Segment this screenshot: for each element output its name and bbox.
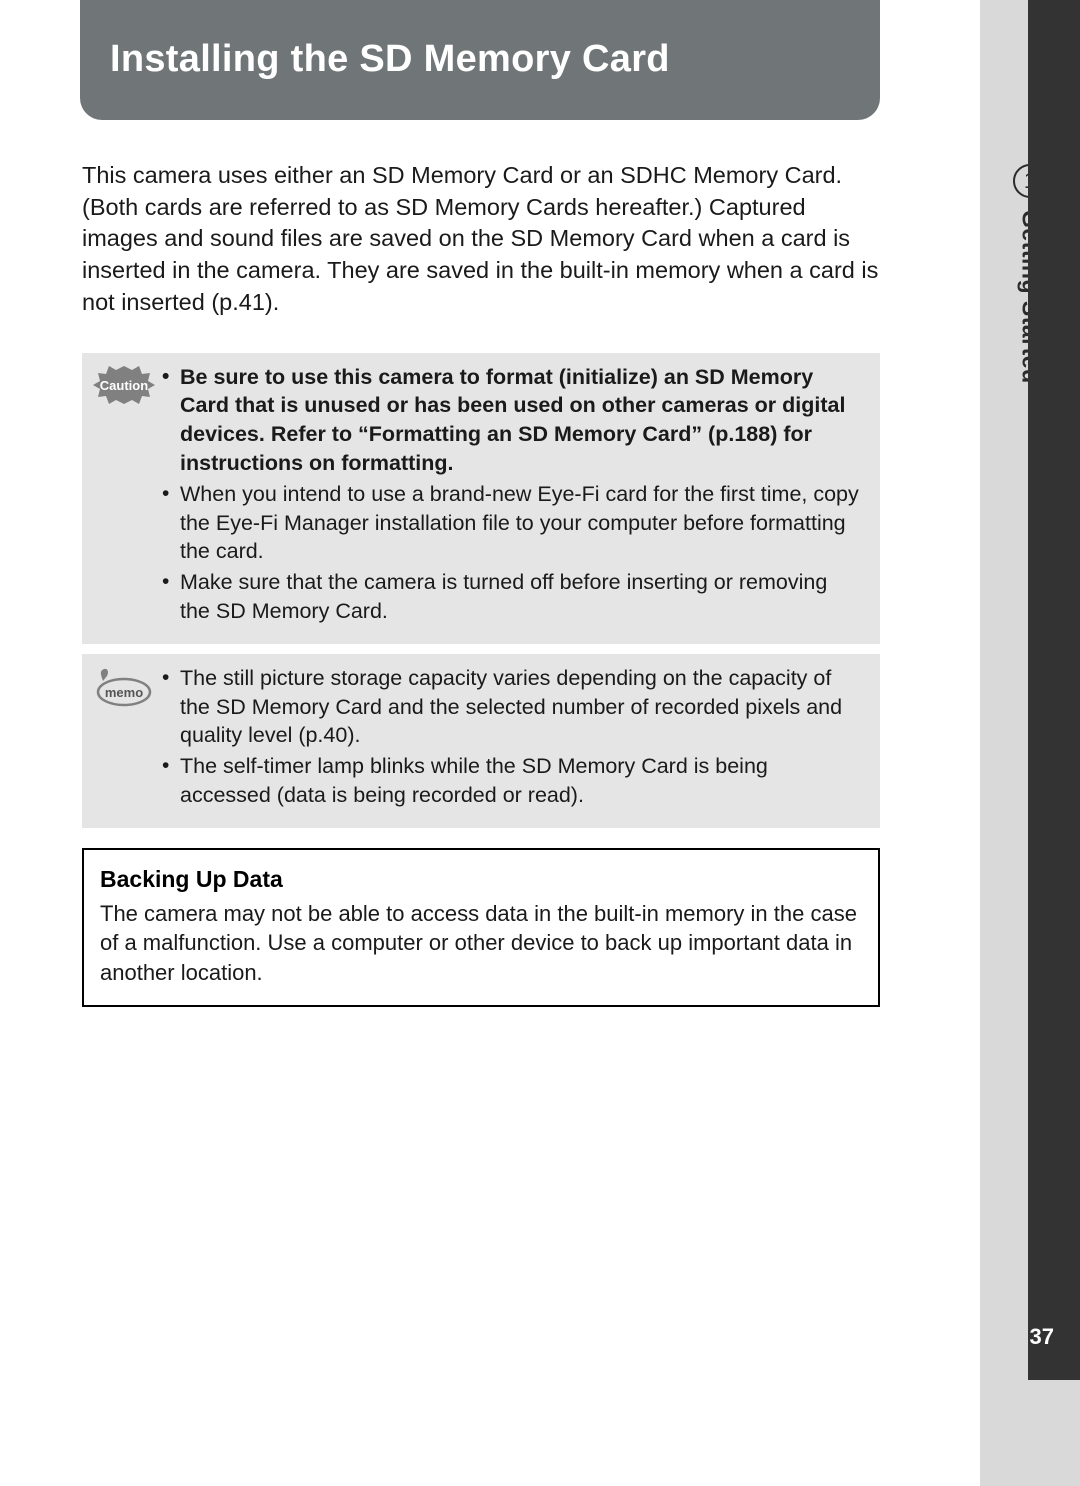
memo-icon-col: memo [86, 664, 162, 812]
section-title-banner: Installing the SD Memory Card [80, 0, 880, 120]
caution-item: Make sure that the camera is turned off … [162, 568, 862, 626]
memo-item: The still picture storage capacity varie… [162, 664, 862, 750]
caution-item: When you intend to use a brand-new Eye-F… [162, 480, 862, 566]
backup-body: The camera may not be able to access dat… [100, 899, 862, 987]
page-number: 37 [1030, 1322, 1054, 1352]
caution-label: Caution [100, 378, 148, 393]
caution-icon: Caution [92, 365, 156, 412]
intro-paragraph: This camera uses either an SD Memory Car… [82, 160, 882, 319]
caution-icon-col: Caution [86, 363, 162, 628]
memo-callout: memo The still picture storage capacity … [82, 654, 880, 828]
section-title: Installing the SD Memory Card [110, 34, 670, 85]
content-area: This camera uses either an SD Memory Car… [82, 160, 882, 1007]
memo-list: The still picture storage capacity varie… [162, 664, 862, 812]
memo-label: memo [105, 685, 143, 700]
caution-list: Be sure to use this camera to format (in… [162, 363, 862, 628]
backup-heading: Backing Up Data [100, 864, 862, 895]
thumb-tab: 37 [1028, 0, 1080, 1380]
caution-callout: Caution Be sure to use this camera to fo… [82, 353, 880, 644]
side-margin: 1 Getting Started 37 [980, 0, 1080, 1486]
memo-icon: memo [95, 666, 153, 715]
caution-item: Be sure to use this camera to format (in… [162, 363, 862, 478]
memo-item: The self-timer lamp blinks while the SD … [162, 752, 862, 810]
backup-box: Backing Up Data The camera may not be ab… [82, 848, 880, 1007]
page-body: Installing the SD Memory Card This camer… [0, 0, 980, 1486]
